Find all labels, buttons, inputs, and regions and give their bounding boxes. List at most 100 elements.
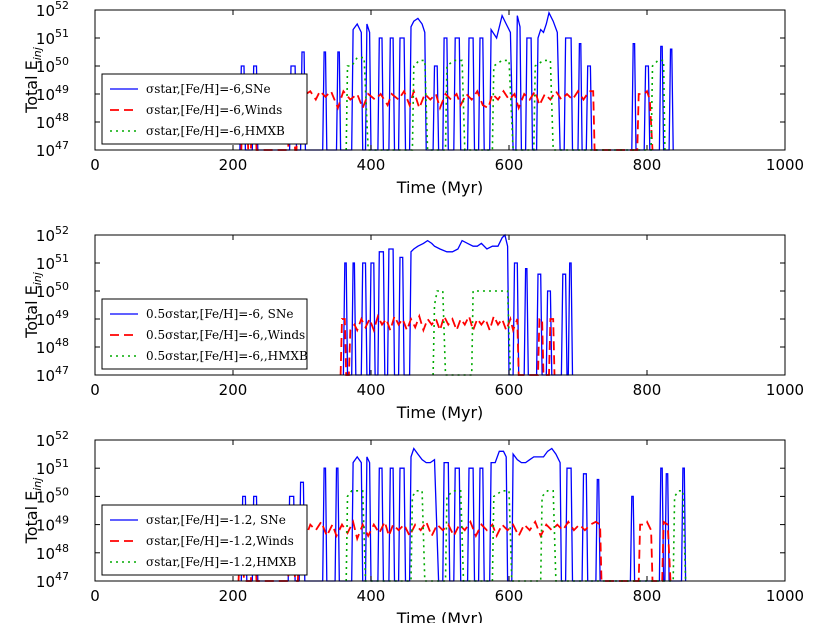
x-tick-label: 600: [495, 156, 524, 174]
x-tick-label: 0: [90, 156, 100, 174]
legend: σstar,[Fe/H]=-6,SNe σstar,[Fe/H]=-6,Winds…: [101, 73, 308, 145]
y-tick-base: 10: [36, 339, 55, 357]
y-axis-label-sub: inj: [31, 46, 44, 60]
x-axis-label: Time (Myr): [396, 178, 484, 197]
y-axis-label: Total Einj: [22, 477, 44, 545]
y-tick-base: 10: [36, 255, 55, 273]
y-tick-exponent: 48: [55, 336, 69, 349]
y-tick-exponent: 49: [55, 83, 69, 96]
y-tick-base: 10: [36, 2, 55, 20]
y-tick-exponent: 50: [55, 485, 69, 498]
y-tick-base: 10: [36, 488, 55, 506]
y-tick-base: 10: [36, 142, 55, 160]
y-tick-exponent: 48: [55, 111, 69, 124]
y-tick-exponent: 52: [55, 429, 69, 442]
y-tick-label: 1047: [36, 570, 69, 591]
legend-entry: σstar,[Fe/H]=-1.2, SNe: [146, 513, 286, 527]
y-tick-label: 1048: [36, 336, 69, 357]
x-tick-label: 200: [219, 156, 248, 174]
y-tick-label: 1051: [36, 457, 69, 478]
x-tick-label: 1000: [766, 156, 804, 174]
series-line-sne: [239, 10, 674, 151]
y-tick-base: 10: [36, 432, 55, 450]
plot-frame: [94, 234, 786, 376]
y-tick-base: 10: [36, 460, 55, 478]
y-tick-base: 10: [36, 311, 55, 329]
legend-box: [101, 504, 308, 576]
y-tick-label: 1050: [36, 280, 69, 301]
y-axis-label-main: Total E: [22, 60, 41, 114]
y-tick-exponent: 48: [55, 542, 69, 555]
x-tick-label: 1000: [766, 381, 804, 399]
y-tick-exponent: 49: [55, 308, 69, 321]
y-tick-label: 1050: [36, 485, 69, 506]
y-tick-label: 1049: [36, 514, 69, 535]
legend-entry: σstar,[Fe/H]=-6,Winds: [146, 103, 282, 117]
x-tick-label: 0: [90, 587, 100, 605]
series-line-winds: [339, 313, 556, 376]
x-tick-label: 800: [633, 381, 662, 399]
plot-frame: [94, 9, 786, 151]
y-axis-label-main: Total E: [22, 491, 41, 545]
x-tick-label: 0: [90, 381, 100, 399]
y-tick-label: 1047: [36, 139, 69, 160]
plot-frame: [94, 439, 786, 582]
panel-middle: 0 200 400 600 800 100010471048104910501051105…: [22, 224, 804, 422]
y-tick-label: 1050: [36, 55, 69, 76]
legend-entry: 0.5σstar,[Fe/H]=-6, SNe: [146, 307, 293, 321]
x-axis-label: Time (Myr): [396, 609, 484, 623]
y-tick-exponent: 51: [55, 457, 69, 470]
y-tick-label: 1049: [36, 83, 69, 104]
series-line-hmxb: [432, 290, 512, 376]
x-tick-label: 200: [219, 587, 248, 605]
legend-entry: 0.5σstar,[Fe/H]=-6,,HMXB: [146, 349, 308, 363]
y-tick-base: 10: [36, 517, 55, 535]
y-tick-base: 10: [36, 367, 55, 385]
legend-entry: σstar,[Fe/H]=-1.2,HMXB: [146, 555, 297, 569]
y-tick-label: 1047: [36, 364, 69, 385]
y-tick-label: 1048: [36, 111, 69, 132]
series-line-sne: [240, 447, 687, 582]
x-axis-label: Time (Myr): [396, 403, 484, 422]
y-tick-exponent: 52: [55, 0, 69, 12]
y-tick-label: 1048: [36, 542, 69, 563]
y-tick-base: 10: [36, 30, 55, 48]
y-tick-label: 1052: [36, 224, 69, 245]
y-tick-exponent: 50: [55, 55, 69, 68]
x-tick-label: 200: [219, 381, 248, 399]
x-tick-label: 800: [633, 156, 662, 174]
y-tick-exponent: 47: [55, 364, 69, 377]
y-tick-base: 10: [36, 58, 55, 76]
y-tick-exponent: 49: [55, 514, 69, 527]
y-tick-base: 10: [36, 545, 55, 563]
y-tick-base: 10: [36, 86, 55, 104]
y-axis-label-sub: inj: [31, 271, 44, 285]
y-tick-base: 10: [36, 283, 55, 301]
x-tick-label: 400: [357, 587, 386, 605]
y-axis-label-sub: inj: [31, 477, 44, 491]
y-tick-exponent: 52: [55, 224, 69, 237]
x-tick-label: 400: [357, 156, 386, 174]
x-tick-label: 1000: [766, 587, 804, 605]
y-tick-exponent: 51: [55, 252, 69, 265]
panel-top: 0 200 400 600 800 100010471048104910501051105…: [22, 0, 804, 197]
legend-box: [101, 298, 308, 370]
y-tick-label: 1051: [36, 27, 69, 48]
y-tick-label: 1051: [36, 252, 69, 273]
y-axis-label: Total Einj: [22, 271, 44, 339]
y-tick-base: 10: [36, 227, 55, 245]
y-tick-label: 1049: [36, 308, 69, 329]
y-tick-label: 1052: [36, 429, 69, 450]
y-axis-label: Total Einj: [22, 46, 44, 114]
x-tick-label: 400: [357, 381, 386, 399]
x-tick-label: 600: [495, 381, 524, 399]
legend-entry: σstar,[Fe/H]=-6,SNe: [146, 82, 271, 96]
panel-bottom: 0 200 400 600 800 100010471048104910501051105…: [22, 429, 804, 623]
y-tick-exponent: 47: [55, 570, 69, 583]
y-tick-base: 10: [36, 573, 55, 591]
legend-entry: σstar,[Fe/H]=-6,HMXB: [146, 124, 285, 138]
y-tick-label: 1052: [36, 0, 69, 20]
legend-entry: 0.5σstar,[Fe/H]=-6,,Winds: [146, 328, 305, 342]
legend: 0.5σstar,[Fe/H]=-6, SNe 0.5σstar,[Fe/H]=-…: [101, 298, 308, 370]
